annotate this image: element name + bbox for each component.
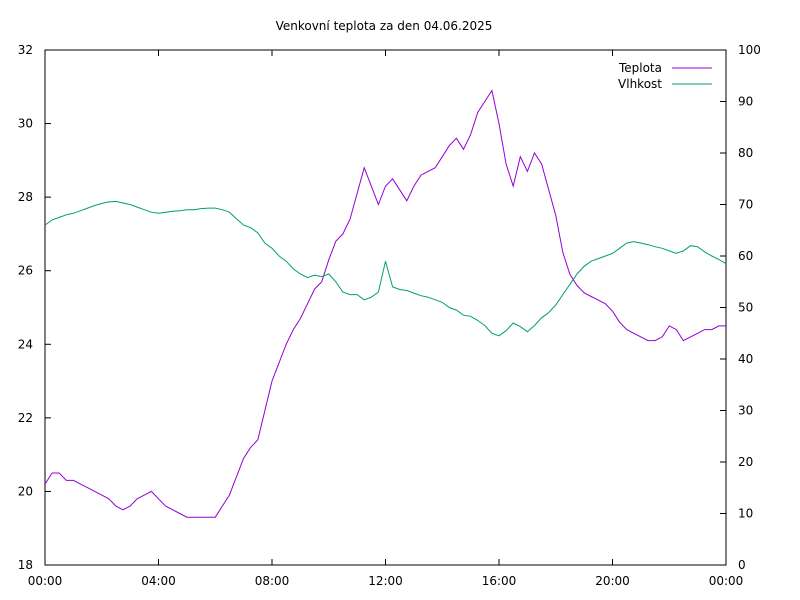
legend-label-vlhkost: Vlhkost (618, 77, 662, 91)
series-layer (44, 89, 727, 518)
right-tick-label: 60 (738, 249, 753, 263)
left-tick-label: 32 (18, 43, 33, 57)
x-tick-label: 04:00 (141, 574, 176, 588)
right-y-axis: 0 10 20 30 40 50 60 70 80 90 100 (720, 43, 761, 572)
legend: Teplota Vlhkost (618, 61, 712, 91)
left-tick-label: 22 (18, 411, 33, 425)
series-line-teplota (44, 89, 726, 518)
left-tick-label: 18 (18, 558, 33, 572)
left-tick-label: 28 (18, 190, 33, 204)
right-tick-label: 80 (738, 146, 753, 160)
x-tick-label: 08:00 (255, 574, 290, 588)
right-tick-label: 90 (738, 95, 753, 109)
right-tick-label: 0 (738, 558, 746, 572)
right-tick-label: 50 (738, 301, 753, 315)
left-tick-label: 24 (18, 337, 33, 351)
x-axis: 00:00 04:00 08:00 12:00 16:00 20:00 00:00 (28, 50, 744, 588)
left-tick-label: 20 (18, 484, 33, 498)
chart-title: Venkovní teplota za den 04.06.2025 (276, 19, 493, 33)
left-tick-label: 30 (18, 117, 33, 131)
right-tick-label: 30 (738, 404, 753, 418)
right-tick-label: 20 (738, 455, 753, 469)
series-line-vlhkost (44, 200, 727, 337)
left-tick-label: 26 (18, 264, 33, 278)
right-tick-label: 10 (738, 507, 753, 521)
x-tick-label: 20:00 (595, 574, 630, 588)
right-tick-label: 70 (738, 198, 753, 212)
x-tick-label: 00:00 (28, 574, 63, 588)
plot-border (44, 49, 727, 566)
left-y-axis: 18 20 22 24 26 28 30 32 (18, 43, 51, 572)
right-tick-label: 40 (738, 352, 753, 366)
x-tick-label: 00:00 (709, 574, 744, 588)
x-tick-label: 12:00 (368, 574, 403, 588)
x-tick-label: 16:00 (482, 574, 517, 588)
right-tick-label: 100 (738, 43, 761, 57)
legend-label-teplota: Teplota (618, 61, 662, 75)
plot-frame (44, 49, 727, 566)
